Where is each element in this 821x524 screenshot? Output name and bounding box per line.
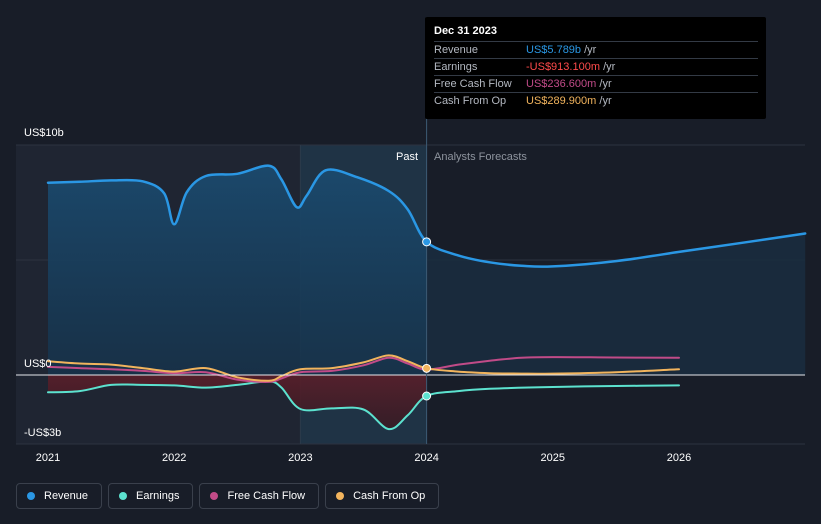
tooltip-cfo-value: US$289.900m bbox=[526, 95, 597, 107]
cash-from-op-dot-icon bbox=[336, 492, 345, 500]
y-axis-top-label: US$10b bbox=[24, 127, 64, 139]
y-axis-zero-label: US$0 bbox=[24, 358, 52, 370]
legend-item-cash-from-op[interactable]: Cash From Op bbox=[325, 483, 440, 509]
tooltip-revenue-name: Revenue bbox=[434, 44, 479, 56]
legend-item-revenue[interactable]: Revenue bbox=[16, 483, 103, 509]
x-tick-2023: 2023 bbox=[288, 452, 312, 464]
tooltip-earnings-name: Earnings bbox=[434, 61, 478, 73]
tooltip: Dec 31 2023 Revenue US$5.789b /yr Earnin… bbox=[425, 17, 766, 119]
free-cash-flow-line bbox=[47, 356, 680, 383]
tooltip-date: Dec 31 2023 bbox=[434, 25, 497, 37]
legend-label-earnings: Earnings bbox=[136, 490, 180, 502]
legend: Revenue Earnings Free Cash Flow Cash Fro… bbox=[16, 483, 440, 511]
revenue-line bbox=[46, 164, 807, 268]
earnings-line bbox=[47, 380, 680, 431]
revenue-area-forecast bbox=[426, 233, 806, 375]
tooltip-earnings-unit: /yr bbox=[603, 61, 616, 73]
free-cash-flow-dot-icon bbox=[210, 492, 219, 500]
forecast-label: Analysts Forecasts bbox=[434, 151, 527, 163]
tooltip-cfo-unit: /yr bbox=[599, 95, 612, 107]
cash-from-op-line bbox=[47, 354, 680, 382]
y-axis-bottom-label: -US$3b bbox=[24, 427, 61, 439]
earnings-dot-icon bbox=[119, 492, 128, 500]
legend-label-free-cash-flow: Free Cash Flow bbox=[227, 490, 306, 502]
legend-item-free-cash-flow[interactable]: Free Cash Flow bbox=[199, 483, 320, 509]
tooltip-cfo-name: Cash From Op bbox=[434, 95, 507, 107]
tooltip-revenue-unit: /yr bbox=[584, 44, 597, 56]
tooltip-fcf-unit: /yr bbox=[599, 78, 612, 90]
revenue-marker bbox=[422, 237, 432, 247]
tooltip-fcf-name: Free Cash Flow bbox=[434, 78, 512, 90]
legend-label-cash-from-op: Cash From Op bbox=[353, 490, 426, 502]
revenue-dot-icon bbox=[27, 492, 35, 500]
x-tick-2025: 2025 bbox=[541, 452, 565, 464]
x-tick-2026: 2026 bbox=[667, 452, 691, 464]
tooltip-revenue-value: US$5.789b bbox=[526, 44, 582, 56]
tooltip-row-revenue: Revenue US$5.789b /yr bbox=[434, 41, 758, 59]
earnings-area-past bbox=[48, 375, 427, 430]
tooltip-row-earnings: Earnings -US$913.100m /yr bbox=[434, 58, 758, 76]
tooltip-row-cash-from-op: Cash From Op US$289.900m /yr bbox=[434, 92, 758, 110]
legend-label-revenue: Revenue bbox=[44, 490, 89, 502]
tooltip-earnings-value: -US$913.100m bbox=[526, 61, 600, 73]
legend-item-earnings[interactable]: Earnings bbox=[108, 483, 194, 509]
revenue-area-past bbox=[48, 165, 427, 375]
x-tick-2021: 2021 bbox=[36, 452, 60, 464]
tooltip-row-free-cash-flow: Free Cash Flow US$236.600m /yr bbox=[434, 75, 758, 93]
x-tick-2024: 2024 bbox=[414, 452, 438, 464]
past-label: Past bbox=[396, 151, 418, 163]
earnings-marker bbox=[422, 391, 432, 401]
tooltip-fcf-value: US$236.600m bbox=[526, 78, 597, 90]
cash-from-op-marker bbox=[422, 363, 432, 373]
x-tick-2022: 2022 bbox=[162, 452, 186, 464]
